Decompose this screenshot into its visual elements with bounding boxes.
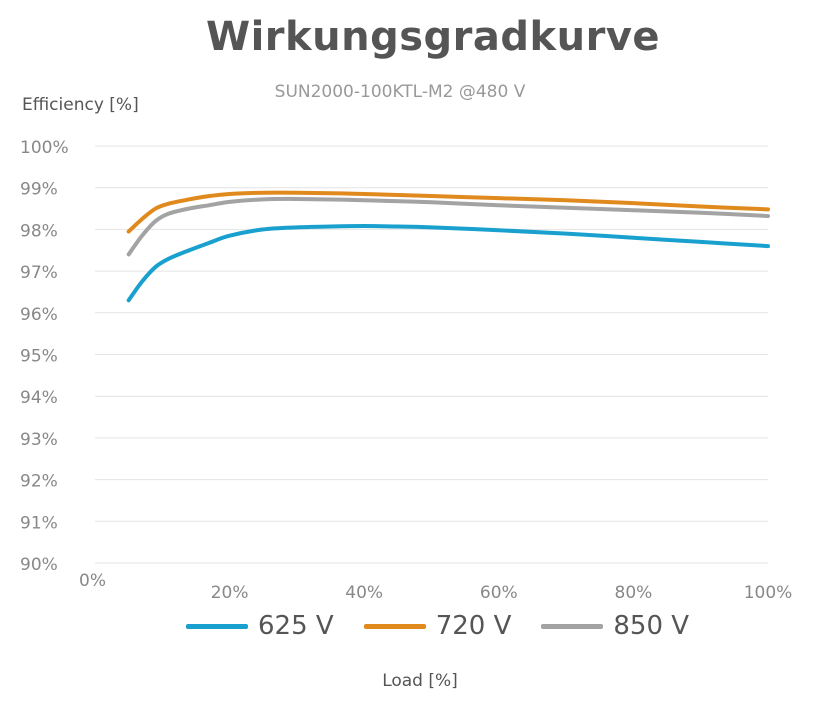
y-tick-label: 93% — [20, 430, 58, 450]
legend-item: 625 V — [186, 611, 334, 641]
legend-label: 720 V — [435, 611, 512, 641]
y-tick-label: 91% — [20, 513, 58, 533]
y-axis-title: Efficiency [%] — [22, 95, 139, 115]
legend-swatch — [186, 623, 248, 629]
y-tick-label: 99% — [20, 180, 58, 200]
series-line-625-v — [126, 224, 770, 303]
legend-item: 850 V — [541, 611, 689, 641]
chart-title: Wirkungsgradkurve — [205, 14, 661, 60]
series-line-850-v — [126, 196, 770, 257]
x-tick-label: 20% — [211, 583, 249, 603]
legend-label: 850 V — [613, 611, 690, 641]
legend-swatch — [363, 623, 426, 629]
y-tick-label: 92% — [20, 472, 58, 492]
x-tick-label: 60% — [480, 583, 518, 603]
chart-subtitle: SUN2000-100KTL-M2 @480 V — [274, 82, 526, 102]
y-tick-label: 97% — [20, 263, 58, 283]
chart-legend: 625 V 720 V 850 V — [186, 608, 719, 644]
x-tick-label: 0% — [79, 571, 106, 591]
y-tick-label: 100% — [20, 138, 69, 158]
y-tick-label: 98% — [20, 221, 58, 241]
y-tick-label: 94% — [20, 388, 58, 408]
x-axis-title: Load [%] — [382, 671, 458, 691]
legend-swatch — [541, 623, 604, 629]
x-tick-label: 80% — [615, 583, 653, 603]
x-tick-label: 40% — [345, 583, 383, 603]
y-tick-label: 96% — [20, 305, 58, 325]
x-tick-label: 100% — [744, 583, 793, 603]
y-tick-label: 95% — [20, 347, 58, 367]
series-line-720-v — [126, 190, 770, 234]
legend-item: 720 V — [363, 611, 512, 641]
legend-label: 625 V — [258, 611, 334, 641]
y-tick-label: 90% — [20, 555, 58, 575]
